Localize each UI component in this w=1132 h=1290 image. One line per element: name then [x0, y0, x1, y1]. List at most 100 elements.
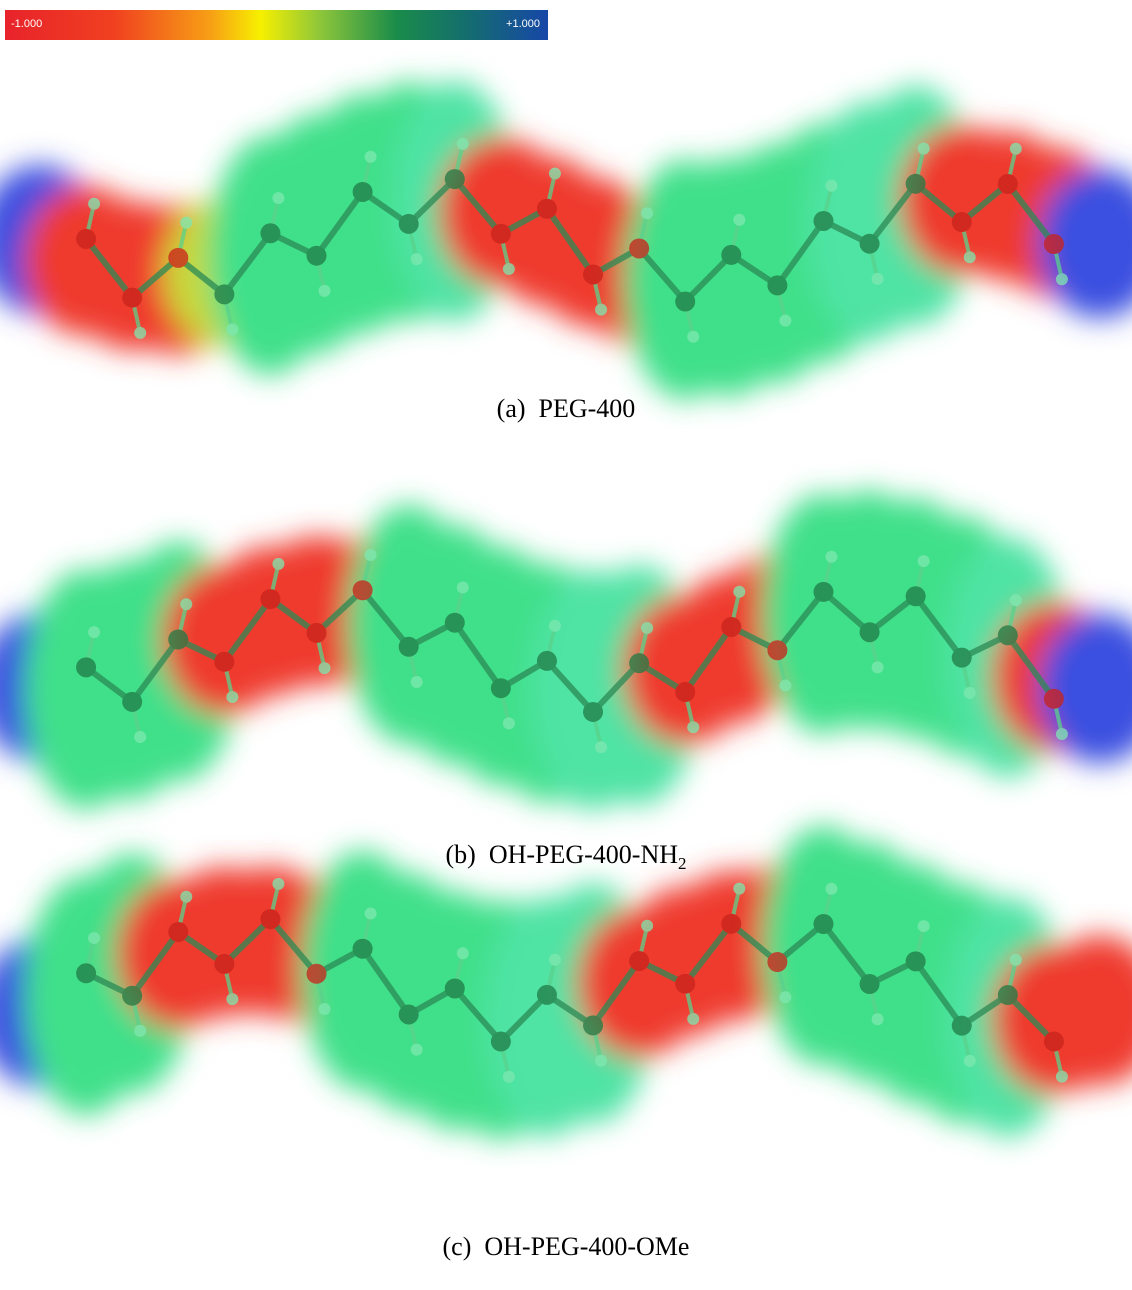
hydrogen [1010, 594, 1022, 606]
atom [583, 264, 603, 284]
atom [813, 914, 833, 934]
hydrogen [687, 331, 699, 343]
hydrogen [779, 991, 791, 1003]
atom [307, 246, 327, 266]
atom [906, 174, 926, 194]
atom [307, 623, 327, 643]
hydrogen [319, 285, 331, 297]
atom [675, 974, 695, 994]
atom [998, 174, 1018, 194]
colorbar-max: +1.000 [506, 18, 540, 30]
atom [813, 211, 833, 231]
hydrogen [411, 1044, 423, 1056]
hydrogen [733, 214, 745, 226]
caption-label: (c) [443, 1232, 472, 1261]
caption: (b) OH-PEG-400-NH2 [0, 840, 1132, 874]
hydrogen [549, 620, 561, 632]
hydrogen [272, 878, 284, 890]
hydrogen [134, 731, 146, 743]
molecule-renderings [0, 0, 1132, 1290]
hydrogen [872, 1013, 884, 1025]
hydrogen [319, 662, 331, 674]
hydrogen [503, 1071, 515, 1083]
atom [307, 964, 327, 984]
hydrogen [964, 1055, 976, 1067]
hydrogen [88, 626, 100, 638]
hydrogen [733, 586, 745, 598]
atom [260, 589, 280, 609]
atom [353, 939, 373, 959]
figure: -1.000 +1.000 (a) PEG-400 (b) OH-PEG-400… [0, 0, 1132, 1290]
atom [399, 637, 419, 657]
molecule [0, 490, 1132, 810]
hydrogen [687, 721, 699, 733]
hydrogen [641, 622, 653, 634]
hydrogen [457, 581, 469, 593]
caption: (c) OH-PEG-400-OMe [0, 1232, 1132, 1262]
hydrogen [134, 327, 146, 339]
hydrogen [226, 993, 238, 1005]
caption-subscript: 2 [678, 854, 687, 873]
atom [721, 914, 741, 934]
hydrogen [226, 324, 238, 336]
hydrogen [88, 198, 100, 210]
hydrogen [180, 217, 192, 229]
hydrogen [272, 192, 284, 204]
hydrogen [687, 1013, 699, 1025]
atom [998, 985, 1018, 1005]
atom [629, 951, 649, 971]
atom [445, 978, 465, 998]
atom [445, 169, 465, 189]
atom [583, 1015, 603, 1035]
hydrogen [180, 598, 192, 610]
hydrogen [918, 920, 930, 932]
atom [721, 617, 741, 637]
hydrogen [825, 551, 837, 563]
molecule [0, 81, 1132, 399]
atom [1044, 234, 1064, 254]
hydrogen [595, 1055, 607, 1067]
hydrogen [365, 549, 377, 561]
atom [122, 986, 142, 1006]
hydrogen [411, 676, 423, 688]
atom [537, 985, 557, 1005]
atom [445, 613, 465, 633]
hydrogen [226, 691, 238, 703]
hydrogen [872, 273, 884, 285]
atom [537, 199, 557, 219]
hydrogen [918, 555, 930, 567]
atom [952, 1016, 972, 1036]
caption-name: OH-PEG-400-OMe [484, 1232, 689, 1261]
hydrogen [595, 741, 607, 753]
hydrogen [549, 954, 561, 966]
hydrogen [825, 180, 837, 192]
hydrogen [779, 315, 791, 327]
atom [168, 248, 188, 268]
hydrogen [457, 947, 469, 959]
atom [537, 651, 557, 671]
atom [952, 212, 972, 232]
atom [214, 284, 234, 304]
atom [767, 640, 787, 660]
atom [998, 625, 1018, 645]
caption-label: (a) [497, 394, 526, 423]
caption-name: OH-PEG-400-NH [489, 840, 678, 869]
atom [491, 224, 511, 244]
atom [675, 292, 695, 312]
atom [767, 275, 787, 295]
atom [399, 1004, 419, 1024]
atom [813, 582, 833, 602]
hydrogen [457, 138, 469, 150]
atom [214, 652, 234, 672]
atom [629, 653, 649, 673]
atom [399, 214, 419, 234]
atom [76, 963, 96, 983]
hydrogen [411, 253, 423, 265]
atom [122, 288, 142, 308]
hydrogen [872, 661, 884, 673]
atom [583, 702, 603, 722]
atom [767, 952, 787, 972]
hydrogen [918, 143, 930, 155]
atom [906, 951, 926, 971]
hydrogen [779, 679, 791, 691]
